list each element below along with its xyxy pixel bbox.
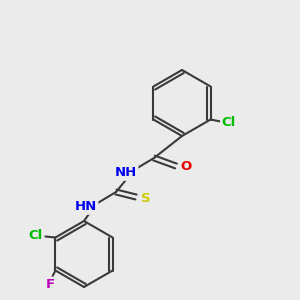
Text: Cl: Cl	[221, 116, 236, 129]
Text: S: S	[141, 191, 151, 205]
Text: Cl: Cl	[28, 229, 43, 242]
Text: F: F	[46, 278, 55, 291]
Text: O: O	[180, 160, 192, 173]
Text: HN: HN	[75, 200, 97, 214]
Text: NH: NH	[115, 167, 137, 179]
